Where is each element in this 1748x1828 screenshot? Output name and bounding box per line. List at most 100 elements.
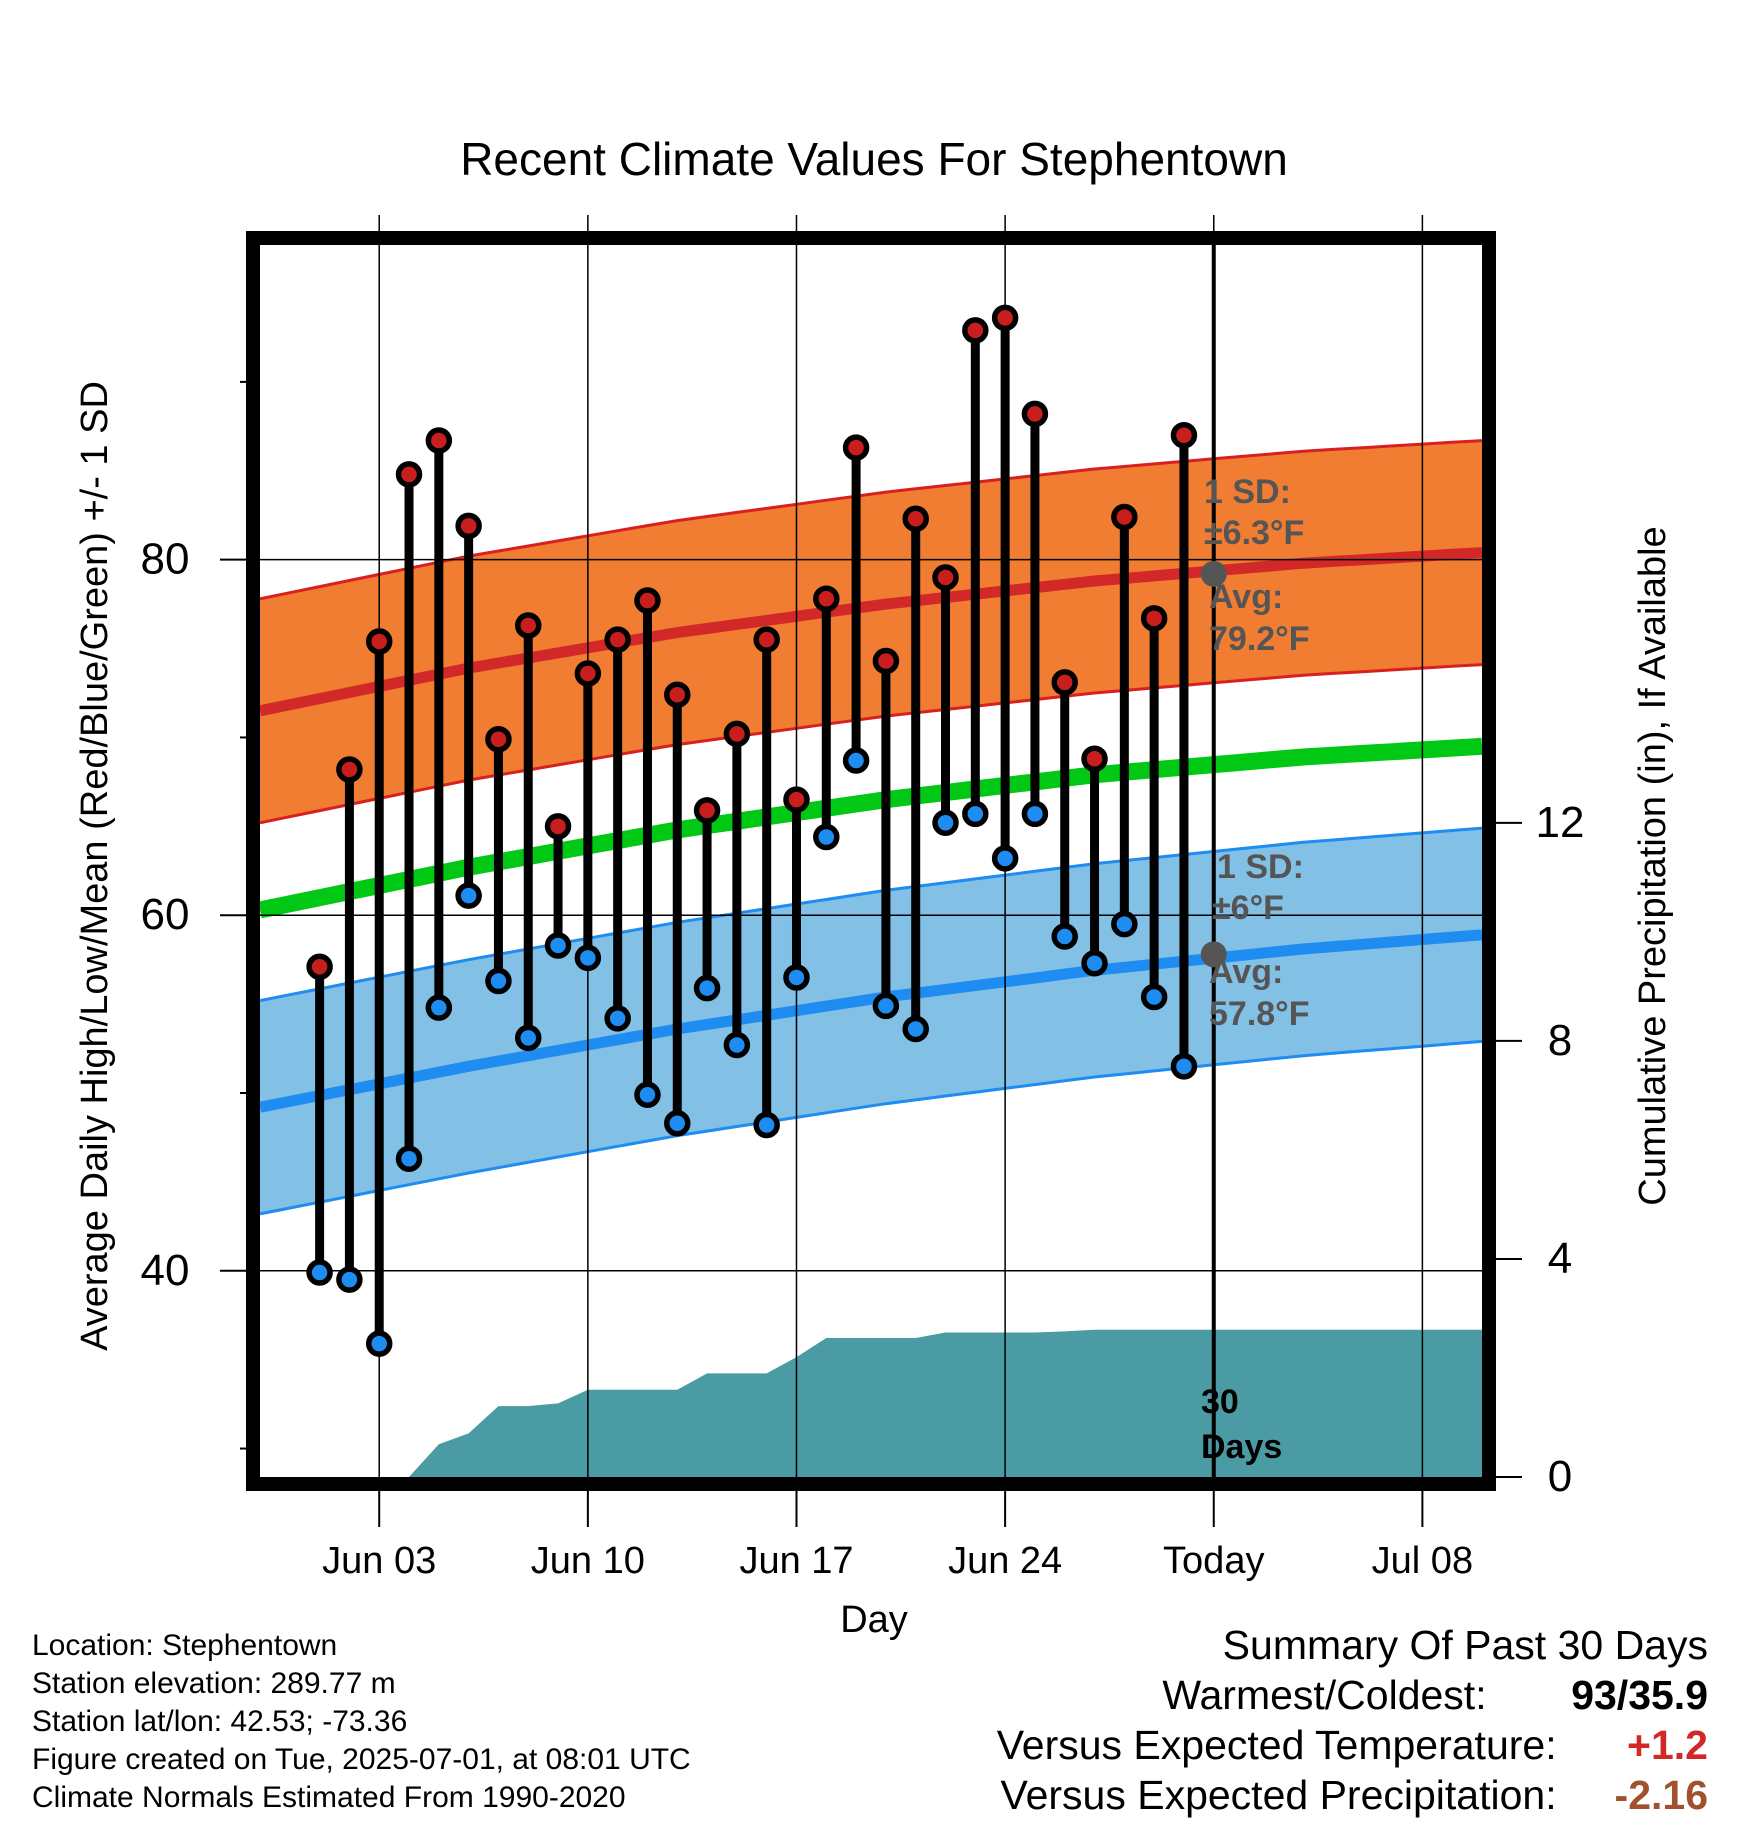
high-point: [902, 505, 929, 533]
high-point: [1081, 745, 1108, 773]
low-avg-label: Avg:: [1209, 953, 1283, 991]
y2-tick-label: 8: [1548, 1016, 1572, 1065]
low-point: [932, 809, 959, 837]
high-point: [1140, 605, 1168, 632]
high-point: [1170, 421, 1198, 449]
high-normal-band: [260, 440, 1482, 823]
y2-tick-label: 12: [1536, 798, 1585, 847]
high-point: [544, 813, 572, 840]
low-avg-marker: [1200, 941, 1227, 968]
created-text: Figure created on Tue, 2025-07-01, at 08…: [32, 1743, 691, 1776]
low-point: [664, 1109, 691, 1137]
high-point: [604, 626, 631, 653]
x-tick-label: Jul 08: [1372, 1540, 1473, 1582]
low-point: [425, 994, 453, 1021]
high-point: [514, 612, 542, 639]
low-point: [991, 845, 1019, 872]
x-tick-label: Today: [1163, 1540, 1264, 1582]
high-point: [634, 587, 661, 614]
low-point: [813, 823, 840, 851]
x-tick-label: Jun 17: [739, 1540, 853, 1582]
low-point: [544, 932, 572, 959]
x-tick-label: Jun 10: [531, 1540, 645, 1582]
high-point: [425, 427, 453, 454]
high-point: [306, 953, 333, 981]
plot-frame: [246, 231, 1496, 1491]
high-avg-value: 79.2°F: [1209, 620, 1310, 658]
y2-axis-label: Cumulative Precipitation (in), If Availa…: [1632, 526, 1674, 1205]
low-normal-band-upper-edge: [259, 826, 1483, 1003]
low-sd-value: ±6°F: [1212, 889, 1284, 927]
high-point: [336, 756, 363, 783]
x-axis-label: Day: [840, 1599, 908, 1641]
y2-tick-label: 0: [1548, 1452, 1572, 1501]
precip-area: [409, 1329, 1482, 1477]
y-axis-label: Average Daily High/Low/Mean (Red/Blue/Gr…: [74, 381, 116, 1351]
low-point: [872, 992, 900, 1020]
low-point: [604, 1005, 631, 1032]
low-point: [395, 1145, 423, 1173]
high-point: [455, 512, 482, 540]
summary-panel: Summary Of Past 30 Days Warmest/Coldest:…: [997, 1620, 1708, 1820]
warmest-row: Warmest/Coldest: 93/35.9: [997, 1670, 1708, 1720]
low-point: [485, 967, 512, 995]
low-point: [306, 1259, 333, 1286]
latlon-text: Station lat/lon: 42.53; -73.36: [32, 1705, 408, 1738]
y2-tick-label: 4: [1548, 1234, 1572, 1283]
high-point: [1021, 400, 1049, 428]
high-point: [1051, 669, 1078, 696]
warmest-value: 93/35.9: [1571, 1672, 1708, 1718]
location-text: Location: Stephentown: [32, 1629, 338, 1662]
high-point: [753, 626, 780, 653]
temp-label: Versus Expected Temperature:: [996, 1722, 1557, 1768]
elevation-text: Station elevation: 289.77 m: [32, 1667, 396, 1700]
high-avg-marker: [1200, 560, 1227, 587]
high-point: [395, 461, 423, 488]
low-point: [336, 1266, 363, 1293]
low-point: [365, 1330, 393, 1357]
high-point: [783, 786, 810, 813]
low-point: [1170, 1053, 1198, 1080]
low-point: [723, 1031, 751, 1059]
low-normal-band: [260, 828, 1482, 1214]
low-point: [783, 964, 810, 991]
low-normal-line: [258, 929, 1483, 1113]
low-point: [842, 747, 870, 774]
low-avg-value: 57.8°F: [1209, 995, 1310, 1033]
summary-title: Summary Of Past 30 Days: [1222, 1622, 1708, 1668]
high-point: [932, 564, 959, 591]
normals-text: Climate Normals Estimated From 1990-2020: [32, 1781, 626, 1814]
high-sd-value: ±6.3°F: [1204, 514, 1304, 552]
low-sd-label: 1 SD:: [1217, 848, 1304, 886]
low-point: [514, 1024, 542, 1052]
low-point: [1051, 923, 1078, 950]
high-normal-line: [258, 547, 1483, 717]
period-count-label: 30: [1201, 1383, 1239, 1421]
high-point: [842, 434, 870, 461]
high-normal-band-lower-edge: [259, 663, 1483, 825]
high-normal-band-upper-edge: [259, 439, 1483, 601]
precip-value: -2.16: [1614, 1772, 1708, 1818]
low-point: [634, 1081, 661, 1109]
high-point: [813, 585, 840, 613]
mean-normal-line: [258, 737, 1483, 919]
precip-label: Versus Expected Precipitation:: [1000, 1772, 1557, 1818]
precip-row: Versus Expected Precipitation: -2.16: [997, 1770, 1709, 1820]
station-info: Location: Stephentown Station elevation:…: [32, 1627, 691, 1817]
low-point: [1111, 910, 1138, 938]
chart-title: Recent Climate Values For Stephentown: [460, 133, 1288, 185]
high-point: [574, 660, 602, 687]
x-tick-label: Jun 24: [948, 1540, 1062, 1582]
low-point: [1081, 949, 1108, 977]
low-point: [574, 944, 602, 972]
x-tick-label: Jun 03: [322, 1540, 436, 1582]
high-point: [1111, 503, 1138, 531]
high-point: [485, 725, 512, 753]
low-point: [693, 974, 721, 1002]
high-point: [991, 304, 1019, 332]
low-point: [902, 1015, 929, 1043]
y-tick-label: 80: [141, 535, 190, 584]
high-point: [872, 647, 900, 675]
low-point: [1021, 800, 1049, 828]
